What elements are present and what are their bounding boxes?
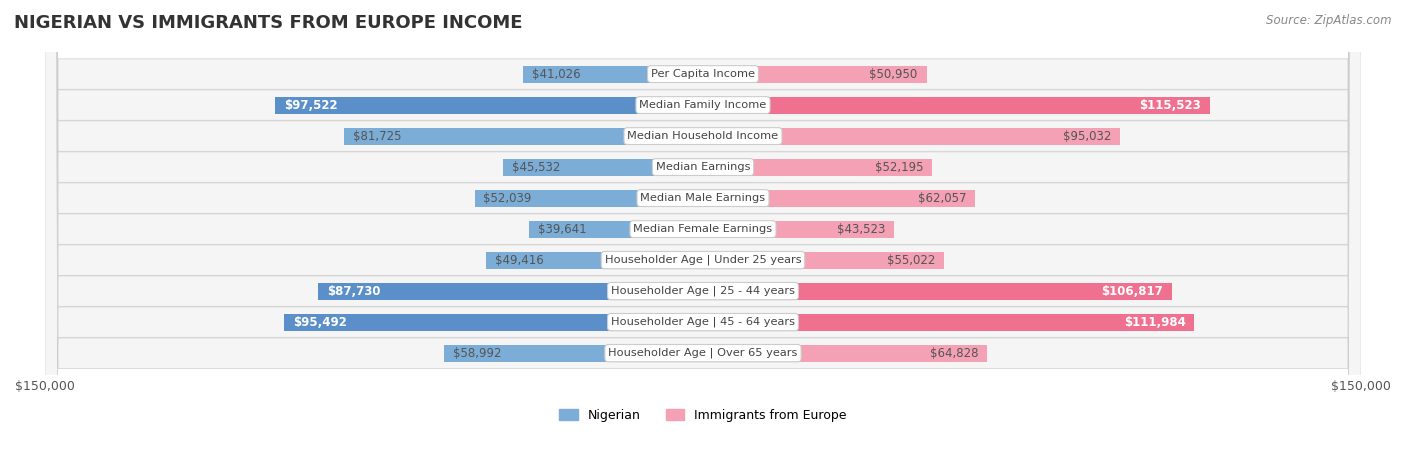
Bar: [344, 127, 703, 145]
Bar: [284, 314, 703, 331]
Text: $52,039: $52,039: [484, 191, 531, 205]
Text: $49,416: $49,416: [495, 254, 544, 267]
Text: Householder Age | 45 - 64 years: Householder Age | 45 - 64 years: [612, 317, 794, 327]
Bar: [503, 159, 703, 176]
Text: $43,523: $43,523: [837, 223, 886, 236]
FancyBboxPatch shape: [45, 0, 1361, 467]
Text: Median Household Income: Median Household Income: [627, 131, 779, 141]
Bar: [703, 190, 976, 206]
Text: Median Female Earnings: Median Female Earnings: [634, 224, 772, 234]
Text: $39,641: $39,641: [538, 223, 586, 236]
Text: NIGERIAN VS IMMIGRANTS FROM EUROPE INCOME: NIGERIAN VS IMMIGRANTS FROM EUROPE INCOM…: [14, 14, 523, 32]
Bar: [529, 220, 703, 238]
Bar: [703, 159, 932, 176]
Text: $87,730: $87,730: [328, 284, 381, 297]
Bar: [475, 190, 703, 206]
Bar: [703, 97, 1209, 113]
Text: Median Family Income: Median Family Income: [640, 100, 766, 110]
Text: Per Capita Income: Per Capita Income: [651, 69, 755, 79]
Bar: [703, 283, 1171, 300]
FancyBboxPatch shape: [45, 0, 1361, 467]
Legend: Nigerian, Immigrants from Europe: Nigerian, Immigrants from Europe: [554, 403, 852, 427]
Text: Median Male Earnings: Median Male Earnings: [641, 193, 765, 203]
Text: $95,492: $95,492: [292, 316, 347, 329]
Text: $45,532: $45,532: [512, 161, 561, 174]
Text: Householder Age | Over 65 years: Householder Age | Over 65 years: [609, 348, 797, 358]
Text: $64,828: $64,828: [931, 347, 979, 360]
FancyBboxPatch shape: [45, 0, 1361, 467]
Bar: [318, 283, 703, 300]
Text: Median Earnings: Median Earnings: [655, 162, 751, 172]
FancyBboxPatch shape: [45, 0, 1361, 467]
FancyBboxPatch shape: [45, 0, 1361, 467]
Bar: [276, 97, 703, 113]
Text: $95,032: $95,032: [1063, 129, 1111, 142]
FancyBboxPatch shape: [45, 0, 1361, 467]
Text: Source: ZipAtlas.com: Source: ZipAtlas.com: [1267, 14, 1392, 27]
Bar: [444, 345, 703, 361]
Text: Householder Age | Under 25 years: Householder Age | Under 25 years: [605, 255, 801, 265]
Bar: [703, 220, 894, 238]
Bar: [703, 345, 987, 361]
Text: Householder Age | 25 - 44 years: Householder Age | 25 - 44 years: [612, 286, 794, 297]
Text: $41,026: $41,026: [531, 68, 581, 81]
FancyBboxPatch shape: [45, 0, 1361, 467]
Bar: [486, 252, 703, 269]
Text: $115,523: $115,523: [1139, 99, 1201, 112]
Text: $58,992: $58,992: [453, 347, 502, 360]
Bar: [703, 252, 945, 269]
Text: $55,022: $55,022: [887, 254, 935, 267]
Text: $81,725: $81,725: [353, 129, 402, 142]
Text: $111,984: $111,984: [1123, 316, 1185, 329]
Text: $62,057: $62,057: [918, 191, 966, 205]
FancyBboxPatch shape: [45, 0, 1361, 467]
Bar: [523, 65, 703, 83]
FancyBboxPatch shape: [45, 0, 1361, 467]
Bar: [703, 127, 1121, 145]
Text: $50,950: $50,950: [869, 68, 918, 81]
Bar: [703, 65, 927, 83]
Text: $52,195: $52,195: [875, 161, 924, 174]
FancyBboxPatch shape: [45, 0, 1361, 467]
Text: $106,817: $106,817: [1101, 284, 1163, 297]
Bar: [703, 314, 1194, 331]
Text: $97,522: $97,522: [284, 99, 337, 112]
